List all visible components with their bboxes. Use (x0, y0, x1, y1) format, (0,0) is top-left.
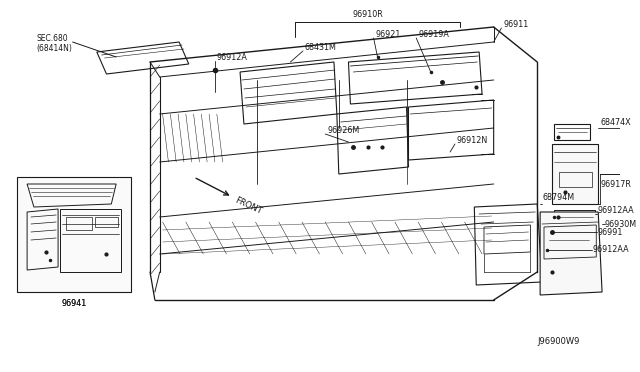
Text: 96917R: 96917R (600, 180, 631, 189)
Text: 96921: 96921 (376, 29, 401, 38)
Text: 96912N: 96912N (457, 135, 488, 144)
Polygon shape (17, 177, 131, 292)
Text: J96900W9: J96900W9 (537, 337, 580, 346)
Text: 96911: 96911 (503, 19, 529, 29)
Text: 96926M: 96926M (327, 125, 360, 135)
Text: 96919A: 96919A (418, 29, 449, 38)
Text: 68431M: 68431M (305, 42, 337, 51)
Text: 68474X: 68474X (600, 118, 631, 126)
Text: 96941: 96941 (62, 299, 87, 308)
Text: (68414N): (68414N) (36, 44, 73, 52)
Polygon shape (540, 212, 602, 295)
Text: 96941: 96941 (62, 299, 87, 308)
Text: 68794M: 68794M (542, 192, 574, 202)
Text: 96912A: 96912A (217, 52, 248, 61)
Text: 96912AA: 96912AA (597, 205, 634, 215)
Text: SEC.680: SEC.680 (36, 33, 68, 42)
Text: 96991: 96991 (597, 228, 623, 237)
Text: FRONT: FRONT (234, 196, 263, 216)
Text: 96912AA: 96912AA (593, 246, 629, 254)
Text: 96910R: 96910R (353, 10, 383, 19)
Polygon shape (552, 144, 598, 204)
Text: 96930M: 96930M (605, 219, 637, 228)
